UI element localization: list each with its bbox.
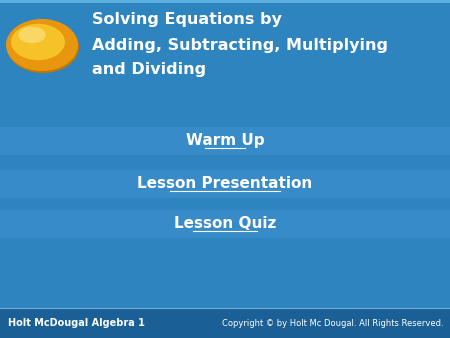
Bar xyxy=(0,170,450,198)
Text: Lesson Quiz: Lesson Quiz xyxy=(174,217,276,232)
Ellipse shape xyxy=(11,24,65,60)
Text: Copyright © by Holt Mc Dougal. All Rights Reserved.: Copyright © by Holt Mc Dougal. All Right… xyxy=(222,318,444,328)
Text: Warm Up: Warm Up xyxy=(186,134,264,148)
Bar xyxy=(0,210,450,238)
Text: Holt McDougal Algebra 1: Holt McDougal Algebra 1 xyxy=(8,318,145,328)
Bar xyxy=(0,308,450,338)
Ellipse shape xyxy=(6,19,78,71)
Text: Lesson Presentation: Lesson Presentation xyxy=(137,176,313,192)
Text: Adding, Subtracting, Multiplying: Adding, Subtracting, Multiplying xyxy=(92,38,388,53)
Ellipse shape xyxy=(7,21,79,73)
Text: Solving Equations by: Solving Equations by xyxy=(92,12,282,27)
Bar xyxy=(0,0,450,3)
Ellipse shape xyxy=(18,27,46,43)
Bar xyxy=(0,127,450,155)
Text: and Dividing: and Dividing xyxy=(92,62,206,77)
